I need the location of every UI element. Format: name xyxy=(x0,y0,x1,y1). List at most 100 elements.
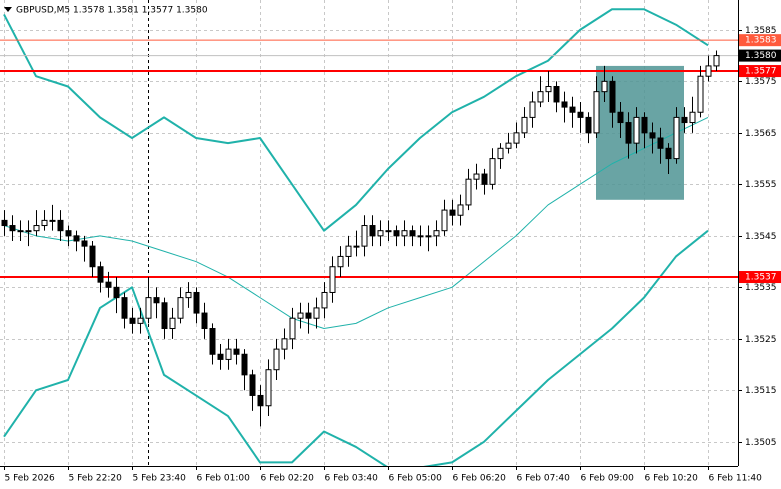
candle-body xyxy=(137,317,144,324)
candle-body xyxy=(121,297,128,319)
candle-body xyxy=(225,348,232,360)
candle-body xyxy=(281,338,288,350)
candle-body xyxy=(449,209,456,216)
candle-body xyxy=(105,281,112,288)
price-label: 1.3580 xyxy=(745,51,777,61)
candle-body xyxy=(569,106,576,113)
candle-body xyxy=(433,230,440,237)
candle-body xyxy=(649,132,656,139)
candle-body xyxy=(129,317,136,324)
candle-body xyxy=(529,101,536,118)
candle-body xyxy=(65,230,72,237)
band-middle xyxy=(3,116,709,330)
candle-body xyxy=(393,230,400,237)
price-label: 1.3577 xyxy=(745,67,777,77)
x-tick-label: 6 Feb 05:00 xyxy=(389,474,443,484)
axes: 1.3505 1.3515 1.3525 1.3535 1.3545 1.3555 1.35… xyxy=(4,26,781,484)
candle-body xyxy=(473,173,480,180)
candle-body xyxy=(505,142,512,149)
symbol-menu-arrow[interactable] xyxy=(4,7,12,12)
candle-body xyxy=(201,312,208,330)
candle-body xyxy=(641,116,648,134)
price-label: 1.3583 xyxy=(745,36,777,46)
x-tick-label: 6 Feb 03:40 xyxy=(325,474,379,484)
candle-body xyxy=(193,291,200,314)
y-tick-label: 1.3565 xyxy=(745,129,777,139)
x-tick-label: 6 Feb 01:00 xyxy=(197,474,251,484)
candle-body xyxy=(161,302,168,330)
candle-body xyxy=(369,225,376,237)
x-tick-label: 6 Feb 09:00 xyxy=(581,474,635,484)
candle-body xyxy=(417,235,424,238)
candle-body xyxy=(17,230,24,233)
candle-body xyxy=(313,307,320,319)
candle-body xyxy=(617,111,624,124)
candle-body xyxy=(1,219,8,227)
candle-body xyxy=(553,86,560,103)
candle-body xyxy=(593,91,600,134)
candle-body xyxy=(673,116,680,160)
candle-body xyxy=(81,240,88,247)
candle-body xyxy=(145,297,152,319)
candle-body xyxy=(153,297,160,304)
candle-body xyxy=(185,291,192,299)
candle-body xyxy=(409,230,416,237)
x-tick-label: 5 Feb 2026 xyxy=(5,474,56,484)
candle-body xyxy=(233,348,240,355)
y-tick-label: 1.3585 xyxy=(745,26,777,36)
candle-body xyxy=(209,328,216,355)
x-tick-label: 6 Feb 07:40 xyxy=(517,474,571,484)
candle-body xyxy=(297,312,304,319)
candle-body xyxy=(97,266,104,283)
band-upper xyxy=(3,8,709,232)
candle-body xyxy=(497,147,504,160)
candle-body xyxy=(41,219,48,227)
candle-body xyxy=(633,116,640,144)
candle-body xyxy=(489,158,496,185)
candle-body xyxy=(537,91,544,103)
candle-body xyxy=(481,173,488,185)
x-tick-label: 6 Feb 11:40 xyxy=(709,474,763,484)
candle-body xyxy=(513,132,520,144)
candle-body xyxy=(585,116,592,134)
plot-area xyxy=(0,0,738,466)
candle-body xyxy=(49,219,56,222)
candle-body xyxy=(465,178,472,206)
candle-body xyxy=(241,353,248,376)
price-label-box xyxy=(739,65,781,78)
candle-body xyxy=(681,116,688,124)
candle-body xyxy=(337,255,344,268)
candle-body xyxy=(561,101,568,108)
y-tick-label: 1.3515 xyxy=(745,386,777,396)
candle-body xyxy=(217,353,224,360)
y-tick-label: 1.3545 xyxy=(745,232,777,242)
candle-body xyxy=(601,80,608,93)
candle-body xyxy=(9,225,16,232)
candle-body xyxy=(521,116,528,134)
candle-body xyxy=(545,86,552,93)
candle-body xyxy=(265,369,272,407)
candle-body xyxy=(257,394,264,407)
candle-body xyxy=(57,219,64,232)
candle-body xyxy=(441,209,448,232)
candle-body xyxy=(305,312,312,319)
y-tick-label: 1.3535 xyxy=(745,283,777,293)
candle-body xyxy=(289,317,296,340)
candle-body xyxy=(321,291,328,309)
candle-body xyxy=(169,317,176,330)
candle-body xyxy=(457,204,464,216)
candle-body xyxy=(577,111,584,118)
candle-body xyxy=(425,235,432,238)
candle-body xyxy=(33,225,40,232)
candle-body xyxy=(401,230,408,237)
candle-body xyxy=(113,286,120,299)
candle-body xyxy=(377,230,384,237)
chart-title: GBPUSD,M5 1.3578 1.3581 1.3577 1.3580 xyxy=(16,6,208,16)
candle-body xyxy=(353,245,360,248)
candle-body xyxy=(713,55,720,67)
candle-body xyxy=(273,348,280,371)
candle-body xyxy=(689,111,696,124)
x-tick-label: 5 Feb 23:40 xyxy=(133,474,187,484)
candle-body xyxy=(89,245,96,268)
